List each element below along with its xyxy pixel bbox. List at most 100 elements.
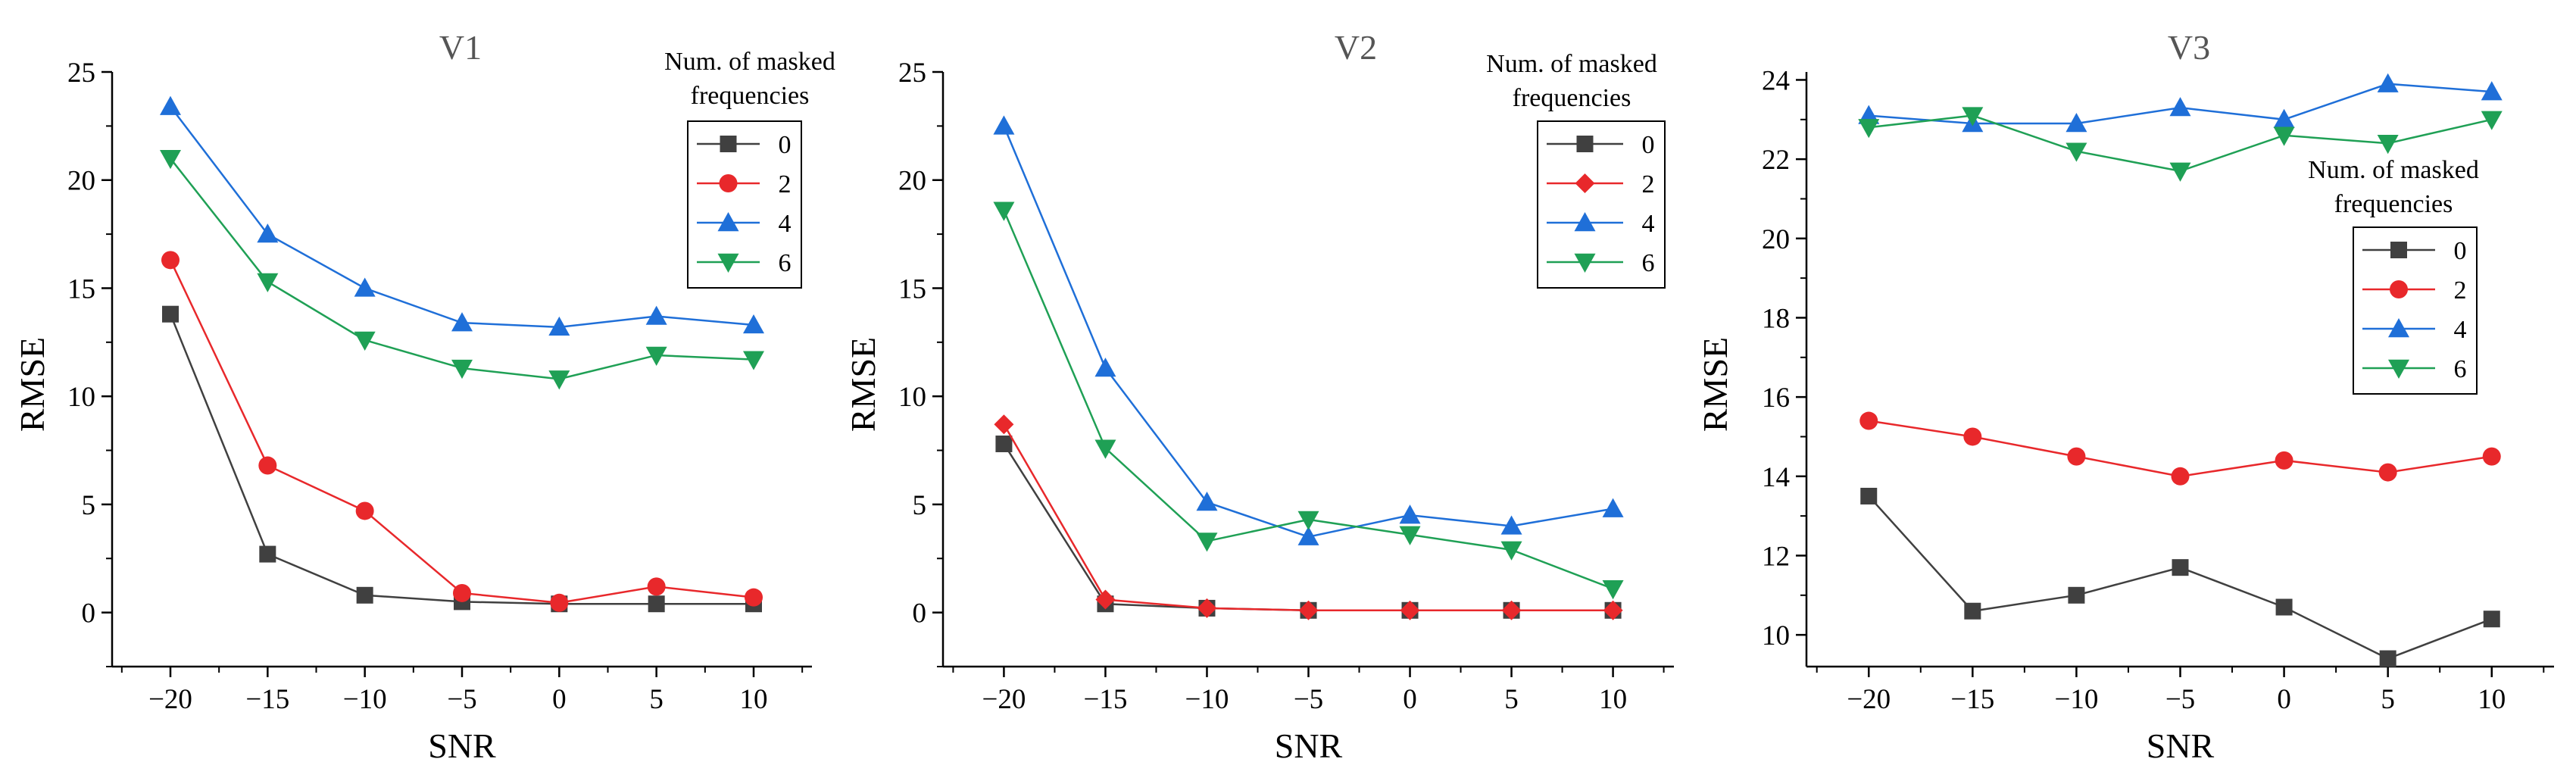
data-point — [1197, 598, 1217, 618]
data-point — [355, 501, 374, 520]
data-point — [548, 316, 570, 336]
legend-label: 2 — [2454, 276, 2467, 305]
x-tick-label: 5 — [2381, 684, 2395, 715]
data-point — [645, 346, 667, 366]
y-tick-label: 22 — [1762, 145, 1790, 176]
legend-box — [1537, 120, 1666, 289]
y-tick-label: 16 — [1762, 383, 1790, 414]
series-6 — [160, 149, 764, 390]
legend-label: 6 — [2454, 355, 2467, 383]
legend-title: frequencies — [2334, 190, 2453, 218]
legend-label: 4 — [2454, 316, 2467, 344]
x-tick-label: −15 — [245, 684, 289, 715]
y-tick-label: 15 — [67, 273, 95, 305]
y-tick-label: 10 — [67, 382, 95, 413]
y-tick-label: 18 — [1762, 303, 1790, 334]
legend-box — [687, 120, 802, 289]
data-point — [1858, 119, 1880, 139]
data-point — [2481, 111, 2503, 130]
chart-panel-3: −20 −15 −10 −5 0 5 101012141618202224SNRRMSEV3… — [1696, 28, 2554, 765]
legend-marker — [2388, 318, 2409, 338]
series-6 — [993, 201, 1624, 600]
legend-title: Num. of masked — [2308, 156, 2479, 184]
series-line — [169, 314, 754, 605]
legend-marker — [719, 174, 738, 192]
data-point — [258, 456, 277, 475]
x-tick-label: 5 — [649, 684, 664, 715]
legend-title: Num. of masked — [664, 48, 835, 76]
x-tick-label: 10 — [2478, 684, 2506, 715]
data-point — [1400, 600, 1420, 620]
legend-marker — [720, 136, 737, 152]
x-tick-label: 10 — [1599, 684, 1627, 715]
data-point — [161, 251, 180, 270]
legend-label: 0 — [779, 131, 792, 159]
x-tick-label: −15 — [1084, 684, 1128, 715]
data-point — [550, 593, 569, 612]
data-point — [1399, 526, 1421, 545]
y-tick-label: 24 — [1762, 65, 1790, 96]
data-point — [2172, 559, 2189, 576]
data-point — [2378, 463, 2397, 482]
data-point — [451, 312, 473, 332]
series-line — [1003, 125, 1613, 539]
y-tick-label: 10 — [898, 382, 926, 413]
x-tick-label: −10 — [2054, 684, 2098, 715]
legend-label: 0 — [2454, 237, 2467, 265]
data-point — [1094, 439, 1116, 459]
series-4 — [160, 95, 764, 336]
series-4 — [1858, 73, 2503, 133]
data-point — [356, 586, 373, 604]
data-point — [1094, 358, 1116, 377]
data-point — [259, 545, 276, 563]
legend-label: 0 — [1642, 131, 1655, 159]
x-axis-title: SNR — [428, 726, 496, 765]
series-line — [1868, 495, 2493, 660]
x-tick-label: 0 — [552, 684, 567, 715]
legend-title: frequencies — [1513, 84, 1631, 112]
data-point — [2482, 447, 2501, 466]
legend-label: 2 — [779, 170, 792, 198]
data-point — [257, 273, 279, 292]
y-tick-label: 20 — [898, 166, 926, 197]
data-point — [1962, 107, 1984, 127]
data-point — [160, 95, 181, 115]
data-point — [1602, 580, 1624, 600]
series-0 — [162, 305, 762, 613]
y-axis-title: RMSE — [844, 337, 882, 432]
x-tick-label: −15 — [1950, 684, 1994, 715]
data-point — [993, 115, 1015, 135]
data-point — [2275, 451, 2293, 470]
data-point — [2169, 97, 2191, 117]
data-point — [648, 595, 665, 613]
legend-label: 6 — [1642, 249, 1655, 277]
legend-box — [2353, 226, 2478, 395]
legend-label: 4 — [1642, 210, 1655, 238]
y-tick-label: 12 — [1762, 541, 1790, 572]
data-point — [453, 583, 471, 602]
y-tick-label: 14 — [1762, 462, 1790, 493]
data-point — [548, 370, 570, 390]
data-point — [645, 305, 667, 325]
series-line — [170, 105, 754, 329]
data-point — [162, 305, 179, 323]
data-point — [2169, 162, 2191, 182]
x-tick-label: 0 — [2277, 684, 2291, 715]
y-tick-label: 0 — [913, 598, 927, 629]
data-point — [2275, 598, 2293, 616]
series-2 — [1859, 411, 2501, 486]
data-point — [1963, 427, 1982, 446]
data-point — [743, 314, 764, 334]
y-tick-label: 20 — [67, 166, 95, 197]
data-point — [1964, 602, 1981, 620]
legend-marker — [1576, 136, 1594, 152]
data-point — [1095, 589, 1116, 610]
series-4 — [993, 115, 1624, 545]
data-point — [2379, 650, 2396, 667]
data-point — [2067, 447, 2086, 466]
